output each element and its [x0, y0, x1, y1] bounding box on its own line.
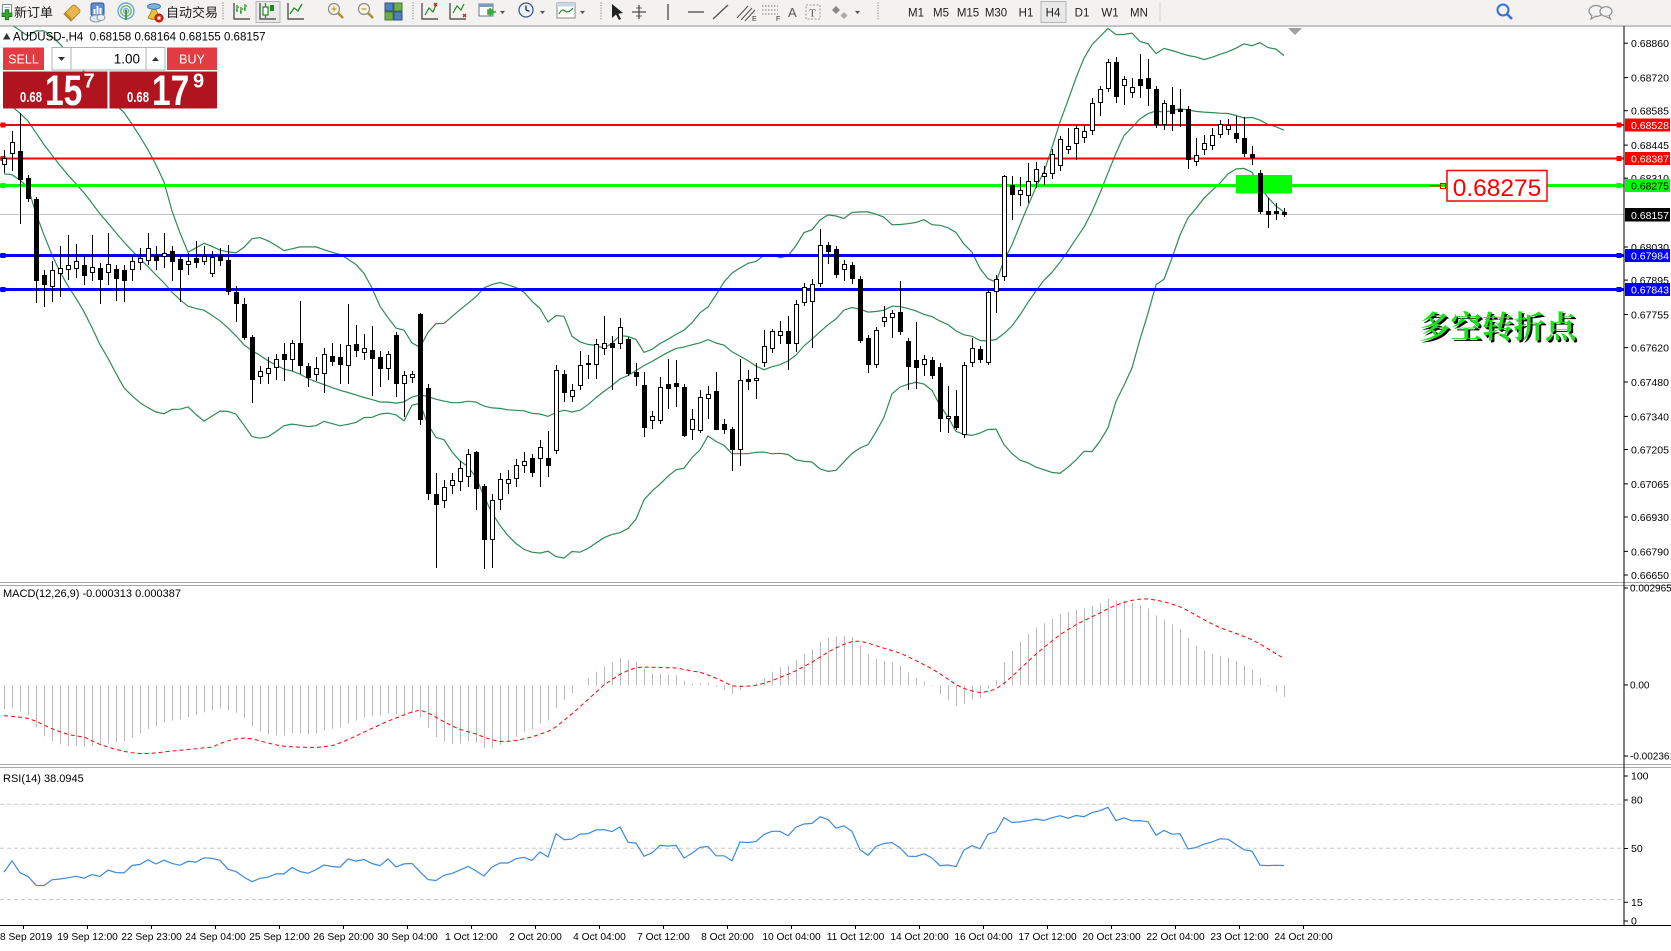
svg-text:7 Oct 12:00: 7 Oct 12:00 — [637, 932, 690, 943]
svg-text:0.67340: 0.67340 — [1631, 411, 1669, 423]
svg-text:0.67620: 0.67620 — [1631, 343, 1669, 355]
svg-text:BUY: BUY — [179, 53, 205, 67]
svg-text:17 Oct 12:00: 17 Oct 12:00 — [1018, 932, 1077, 943]
svg-text:0.68387: 0.68387 — [1631, 154, 1669, 166]
svg-text:26 Sep 20:00: 26 Sep 20:00 — [313, 932, 374, 943]
svg-text:0.00: 0.00 — [1630, 681, 1650, 692]
svg-text:20 Oct 23:00: 20 Oct 23:00 — [1082, 932, 1141, 943]
svg-text:25 Sep 12:00: 25 Sep 12:00 — [249, 932, 310, 943]
svg-text:1.00: 1.00 — [114, 52, 140, 67]
svg-text:24 Oct 20:00: 24 Oct 20:00 — [1274, 932, 1333, 943]
svg-text:9: 9 — [193, 71, 204, 93]
svg-text:H1: H1 — [1019, 8, 1034, 20]
svg-text:17: 17 — [152, 67, 189, 115]
svg-text:0.66650: 0.66650 — [1631, 570, 1669, 582]
svg-text:M1: M1 — [908, 8, 924, 20]
svg-text:0.66930: 0.66930 — [1631, 512, 1669, 524]
svg-text:0.68528: 0.68528 — [1631, 120, 1669, 132]
svg-text:MACD(12,26,9) -0.000313 0.0003: MACD(12,26,9) -0.000313 0.000387 — [3, 588, 181, 600]
svg-text:A: A — [788, 5, 797, 20]
svg-text:23 Oct 12:00: 23 Oct 12:00 — [1210, 932, 1269, 943]
svg-text:D1: D1 — [1075, 8, 1090, 20]
svg-text:0.68275: 0.68275 — [1631, 181, 1669, 193]
svg-text:15: 15 — [45, 67, 82, 115]
svg-text:11 Oct 12:00: 11 Oct 12:00 — [827, 932, 885, 943]
svg-text:8 Oct 20:00: 8 Oct 20:00 — [701, 932, 754, 943]
svg-text:0.68720: 0.68720 — [1631, 73, 1669, 85]
svg-text:15: 15 — [1631, 897, 1643, 909]
svg-text:E: E — [752, 16, 757, 23]
svg-text:24 Sep 04:00: 24 Sep 04:00 — [185, 932, 246, 943]
svg-text:0.67843: 0.67843 — [1631, 285, 1669, 297]
svg-text:0.67065: 0.67065 — [1631, 479, 1669, 491]
svg-text:0.67984: 0.67984 — [1631, 251, 1669, 263]
svg-text:14 Oct 20:00: 14 Oct 20:00 — [890, 932, 949, 943]
svg-text:0: 0 — [1631, 916, 1637, 928]
svg-text:22 Oct 04:00: 22 Oct 04:00 — [1146, 932, 1205, 943]
svg-text:100: 100 — [1631, 771, 1649, 783]
svg-text:0.68860: 0.68860 — [1631, 38, 1669, 50]
svg-text:0.68275: 0.68275 — [1453, 175, 1542, 202]
svg-text:M30: M30 — [985, 8, 1007, 20]
svg-text:19 Sep 12:00: 19 Sep 12:00 — [57, 932, 118, 943]
svg-text:F: F — [776, 16, 780, 23]
svg-text:7: 7 — [84, 71, 95, 93]
svg-text:0.67755: 0.67755 — [1631, 310, 1669, 322]
svg-text:SELL: SELL — [8, 53, 39, 67]
svg-text:2 Oct 20:00: 2 Oct 20:00 — [509, 932, 562, 943]
svg-text:1 Oct 12:00: 1 Oct 12:00 — [445, 932, 498, 943]
svg-text:-0.002361: -0.002361 — [1630, 752, 1671, 763]
svg-text:MN: MN — [1130, 8, 1148, 20]
svg-text:0.67480: 0.67480 — [1631, 377, 1669, 389]
svg-text:22 Sep 23:00: 22 Sep 23:00 — [121, 932, 182, 943]
svg-text:16 Oct 04:00: 16 Oct 04:00 — [954, 932, 1013, 943]
svg-text:80: 80 — [1631, 795, 1643, 807]
svg-text:0.68: 0.68 — [127, 89, 149, 106]
svg-text:0.68585: 0.68585 — [1631, 106, 1669, 118]
svg-text:0.66790: 0.66790 — [1631, 546, 1669, 558]
svg-text:0.67205: 0.67205 — [1631, 445, 1669, 457]
svg-text:50: 50 — [1631, 843, 1643, 855]
svg-text:H4: H4 — [1046, 8, 1061, 20]
svg-text:30 Sep 04:00: 30 Sep 04:00 — [377, 932, 438, 943]
svg-text:W1: W1 — [1101, 8, 1118, 20]
svg-text:0.68445: 0.68445 — [1631, 140, 1669, 152]
svg-text:M5: M5 — [933, 8, 949, 20]
svg-text:0.002965: 0.002965 — [1630, 584, 1671, 595]
svg-text:AUDUSD-,H4 0.68158 0.68164 0.: AUDUSD-,H4 0.68158 0.68164 0.68155 0.681… — [13, 32, 266, 44]
svg-text:0.68: 0.68 — [20, 89, 42, 106]
svg-text:T: T — [809, 8, 816, 20]
svg-text:M15: M15 — [957, 8, 979, 20]
svg-text:0.68157: 0.68157 — [1631, 210, 1669, 222]
svg-text:8 Sep 2019: 8 Sep 2019 — [0, 932, 52, 943]
svg-text:10 Oct 04:00: 10 Oct 04:00 — [762, 932, 821, 943]
svg-text:RSI(14) 38.0945: RSI(14) 38.0945 — [3, 773, 84, 785]
svg-text:4 Oct 04:00: 4 Oct 04:00 — [573, 932, 626, 943]
